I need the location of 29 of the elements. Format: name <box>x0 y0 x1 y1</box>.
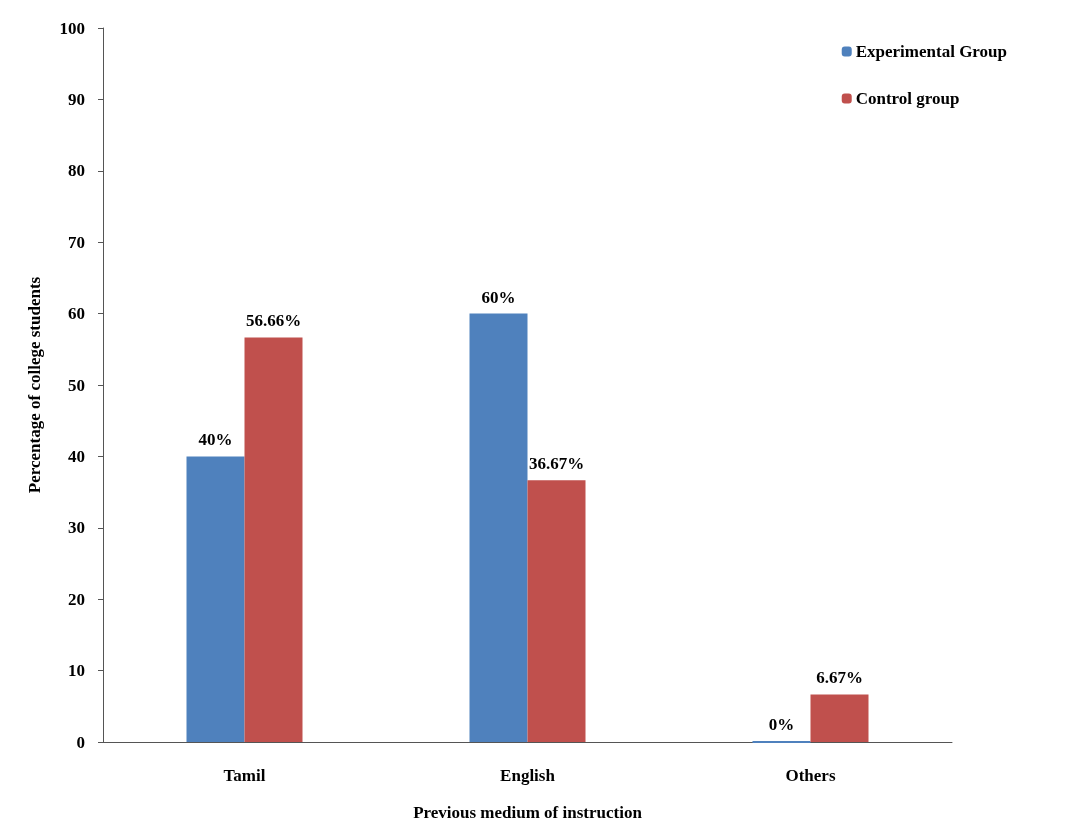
y-tick-label: 30 <box>68 518 85 538</box>
legend-label: Experimental Group <box>855 42 1008 61</box>
bar <box>186 456 245 742</box>
y-tick-label: 20 <box>68 589 85 609</box>
y-tick-label: 10 <box>68 661 85 681</box>
y-tick-label: 90 <box>68 89 85 109</box>
y-tick-label: 50 <box>68 375 85 395</box>
bar <box>469 313 528 742</box>
y-axis-title: Percentage of college students <box>25 276 44 494</box>
x-tick-label: Others <box>785 766 836 785</box>
data-label: 6.67% <box>816 668 863 688</box>
bar <box>244 337 303 742</box>
y-tick-label: 60 <box>68 304 85 324</box>
x-tick-label: English <box>500 766 556 785</box>
data-label: 56.66% <box>245 311 302 331</box>
x-axis-title: Previous medium of instruction <box>413 803 643 822</box>
bar <box>810 694 869 742</box>
y-tick-label: 80 <box>68 161 85 181</box>
bar <box>527 480 586 742</box>
y-tick-label: 100 <box>59 18 85 38</box>
data-label: 36.67% <box>528 454 585 474</box>
y-tick-label: 40 <box>68 446 85 466</box>
y-tick-label: 70 <box>68 232 85 252</box>
data-label: 40% <box>198 430 233 450</box>
x-tick-label: Tamil <box>223 766 266 785</box>
y-tick-label: 0 <box>76 732 85 752</box>
data-label: 60% <box>481 287 516 307</box>
legend-label: Control group <box>855 89 960 108</box>
data-label: 0% <box>768 715 795 734</box>
